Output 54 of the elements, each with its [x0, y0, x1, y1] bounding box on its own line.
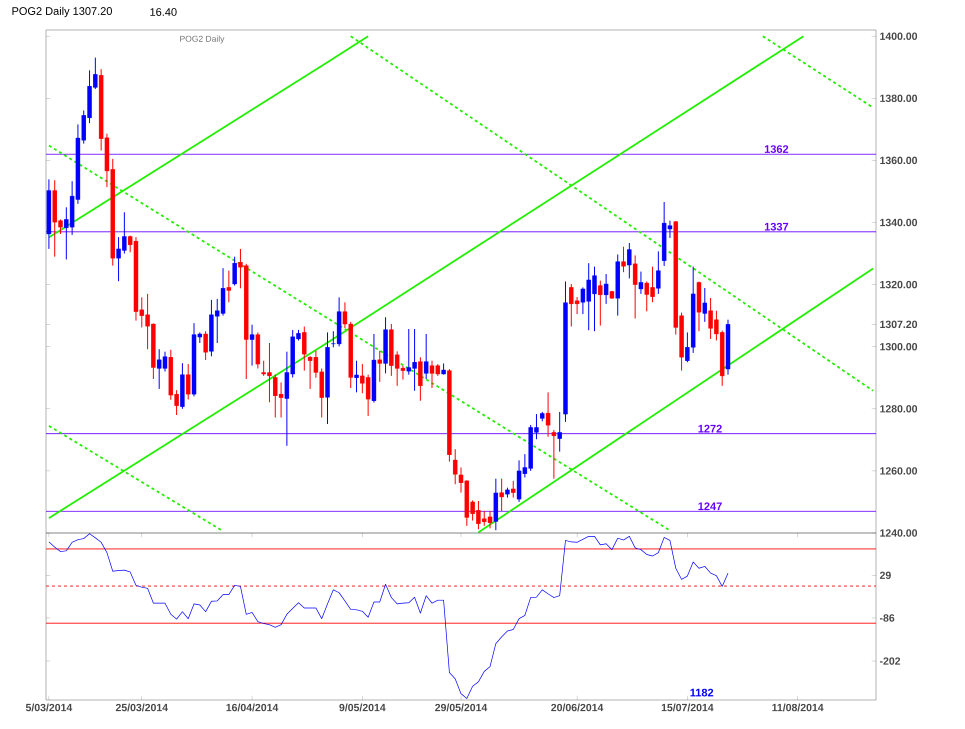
candlestick [557, 411, 562, 452]
y-tick-label: -202 [880, 657, 900, 665]
y-tick-label: 1380.00 [880, 94, 918, 102]
candlestick [505, 487, 510, 498]
candlestick [552, 429, 556, 480]
y-tick-label: 1400.00 [880, 32, 918, 40]
y-tick-label: 1260.00 [880, 467, 918, 475]
candlestick [186, 364, 190, 400]
ref-line-label: 1272 [698, 424, 722, 432]
x-tick-label: 15/07/2014 [662, 704, 714, 712]
x-tick-label: 11/08/2014 [772, 704, 824, 712]
candlestick [604, 274, 608, 304]
candlestick [656, 250, 661, 294]
x-tick-label: 29/05/2014 [435, 704, 488, 712]
text: 16.40 [150, 8, 177, 16]
candlestick [511, 480, 516, 498]
y-tick-label: 1360.00 [880, 156, 918, 164]
candlestick [702, 288, 708, 322]
candlestick [354, 360, 359, 393]
x-tick-label: 16/04/2014 [226, 704, 278, 712]
x-tick-label: 25/03/2014 [116, 704, 168, 712]
y-tick-label: 1340.00 [880, 218, 918, 226]
candlestick [226, 270, 232, 303]
candlestick [638, 271, 644, 294]
x-tick-label: 9/05/2014 [339, 704, 386, 712]
candlestick [302, 326, 307, 372]
y-tick-label: 1280.00 [880, 405, 918, 413]
ref-line-label: 1337 [764, 222, 788, 231]
candlestick [378, 350, 382, 382]
y-tick-label: 1320.00 [880, 280, 918, 288]
x-tick-label: 5/03/2014 [26, 704, 72, 712]
candlestick [452, 448, 458, 485]
candlestick [499, 478, 504, 512]
candlestick [598, 280, 603, 326]
candlestick [621, 246, 626, 273]
chart-title: POG2 Daily 1307.20 [12, 6, 112, 18]
candlestick [632, 254, 638, 319]
y-tick-label: 29 [880, 572, 891, 580]
ref-line-label: 1247 [698, 502, 722, 510]
y-tick-label: 1240.00 [880, 529, 918, 537]
candlestick [540, 411, 544, 422]
y-tick-label: 1300.00 [880, 342, 918, 350]
candlestick [203, 330, 208, 361]
annotation: 1182 [690, 688, 714, 696]
candlestick [424, 333, 428, 380]
y-tick-label: 1307.20 [880, 320, 918, 328]
y-tick-label: -86 [880, 614, 894, 622]
candlestick [250, 324, 254, 366]
candlestick [546, 392, 550, 438]
ref-line-label: 1362 [764, 145, 788, 153]
text: POG2 Daily [180, 36, 224, 44]
candlestick [232, 256, 237, 286]
candlestick [627, 242, 632, 279]
x-tick-label: 20/06/2014 [551, 704, 604, 712]
